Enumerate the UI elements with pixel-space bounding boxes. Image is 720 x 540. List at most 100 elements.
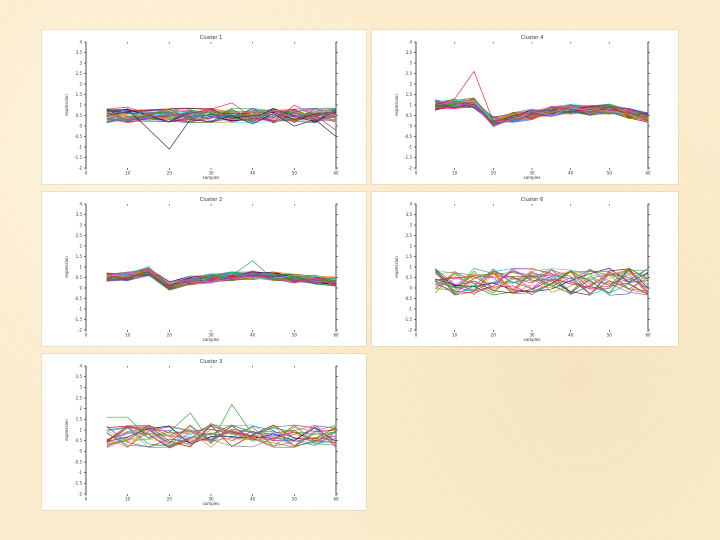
x-tick-label: 40	[250, 171, 256, 176]
y-tick-label: -1.5	[404, 155, 412, 160]
y-tick-label: -1.5	[74, 481, 82, 486]
series-line	[435, 267, 649, 293]
y-tick-label: 2	[79, 81, 82, 86]
chart-svg-cluster-2: Cluster 2-2-1.5-1-0.500.511.522.533.540 1…	[64, 197, 339, 342]
x-tick-label: 0	[85, 333, 88, 338]
y-tick-label: -0.5	[404, 134, 412, 139]
series-group	[106, 260, 337, 291]
y-tick-label: 0.5	[406, 113, 413, 118]
y-tick-label: 2.5	[76, 71, 83, 76]
series-line	[106, 273, 337, 287]
y-tick-label: -2	[78, 491, 82, 496]
y-tick-label: 4	[79, 201, 82, 206]
y-tick-label: 2.5	[406, 233, 413, 238]
x-tick-label: 20	[167, 497, 173, 502]
series-line	[106, 266, 337, 285]
x-axis-title: samples	[203, 337, 220, 342]
x-tick-label: 50	[292, 171, 298, 176]
y-tick-label: 3.5	[406, 212, 413, 217]
y-tick-label: -1	[408, 144, 412, 149]
series-line-highlight	[106, 403, 337, 444]
series-line-highlight	[106, 423, 337, 448]
x-tick-label: 40	[250, 497, 256, 502]
y-tick-label: 3.5	[406, 50, 413, 55]
chart-svg-cluster-1: Cluster 1-2-1.5-1-0.500.511.522.533.540 1…	[64, 35, 339, 180]
x-axis-title: samples	[524, 175, 541, 180]
y-tick-label: 1.5	[76, 92, 83, 97]
series-line	[435, 267, 649, 296]
y-tick-label: -2	[408, 165, 412, 170]
y-tick-label: 0.5	[76, 113, 83, 118]
series-line	[106, 424, 337, 448]
y-tick-label: 3	[79, 60, 82, 65]
y-tick-label: 1.5	[76, 254, 83, 259]
y-tick-label: 0	[79, 285, 82, 290]
y-tick-label: -2	[408, 327, 412, 332]
chart-title: Cluster 6	[521, 197, 544, 203]
y-tick-label: -0.5	[74, 296, 82, 301]
y-axis-title: expression	[64, 419, 69, 441]
y-axis-title: expression	[64, 94, 69, 116]
series-line	[106, 269, 337, 286]
y-tick-label: 3.5	[76, 374, 83, 379]
series-line	[435, 267, 649, 295]
x-tick-label: 40	[568, 333, 574, 338]
x-tick-label: 0	[415, 171, 418, 176]
chart-panel-cluster-3: Cluster 3 -2 -1.5 -1 -0.5 0 0.5 1 1.5 2 2.5 3 3.5 4 0 1…	[42, 354, 366, 510]
series-line	[435, 268, 649, 296]
series-line	[435, 270, 649, 288]
x-axis-title: samples	[203, 175, 220, 180]
x-axis-title: samples	[524, 337, 541, 342]
y-tick-label: 1.5	[406, 92, 413, 97]
chart-panel-cluster-6: Cluster 6 -2 -1.5 -1 -0.5 0 0.5 1 1.5 2 2.5 3 3.5 4 0 1…	[372, 192, 678, 346]
chart-panel-cluster-1: Cluster 1 -2 -1.5 -1 -0.5 0 0.5 1 1.5 2 2.5 3 3.5 4 0 1…	[42, 30, 366, 184]
y-tick-label: 2	[409, 243, 412, 248]
series-line	[435, 101, 649, 126]
x-tick-label: 60	[645, 171, 651, 176]
y-tick-label: -2	[78, 327, 82, 332]
y-tick-label: 1	[409, 264, 412, 269]
y-axis-title: expression	[64, 256, 69, 278]
y-tick-label: 2.5	[406, 71, 413, 76]
y-tick-label: 2.5	[76, 233, 83, 238]
series-line	[106, 109, 337, 120]
x-tick-label: 40	[250, 333, 256, 338]
y-tick-label: 3	[79, 385, 82, 390]
series-line	[106, 424, 337, 447]
y-tick-label: 3	[409, 60, 412, 65]
series-line	[106, 424, 337, 448]
x-tick-label: 0	[415, 333, 418, 338]
series-line	[106, 424, 337, 448]
y-tick-label: 0.5	[76, 275, 83, 280]
series-line	[435, 269, 649, 294]
series-line	[435, 268, 649, 296]
series-line	[106, 424, 337, 448]
y-tick-label: -0.5	[74, 459, 82, 464]
x-tick-label: 30	[208, 497, 214, 502]
y-tick-label: 1	[79, 102, 82, 107]
x-tick-label: 60	[333, 171, 339, 176]
y-tick-label: 2	[79, 406, 82, 411]
y-tick-label: 3	[409, 222, 412, 227]
x-tick-label: 20	[491, 333, 497, 338]
x-tick-label: 50	[292, 333, 298, 338]
x-tick-label: 10	[125, 171, 131, 176]
series-group	[435, 70, 649, 128]
x-tick-label: 10	[125, 497, 131, 502]
y-tick-label: -0.5	[404, 296, 412, 301]
series-line	[435, 267, 649, 296]
x-tick-label: 10	[452, 171, 458, 176]
x-tick-label: 0	[85, 171, 88, 176]
x-tick-label: 50	[607, 171, 613, 176]
y-tick-label: 0	[409, 123, 412, 128]
y-tick-label: -0.5	[74, 134, 82, 139]
y-tick-label: 4	[79, 39, 82, 44]
x-tick-label: 0	[85, 497, 88, 502]
y-tick-label: 0.5	[76, 438, 83, 443]
y-tick-label: -1.5	[74, 317, 82, 322]
series-line-highlight	[106, 108, 337, 150]
x-tick-label: 10	[125, 333, 131, 338]
x-tick-label: 60	[333, 333, 339, 338]
series-line-highlight	[106, 102, 337, 131]
y-tick-label: 1	[79, 427, 82, 432]
